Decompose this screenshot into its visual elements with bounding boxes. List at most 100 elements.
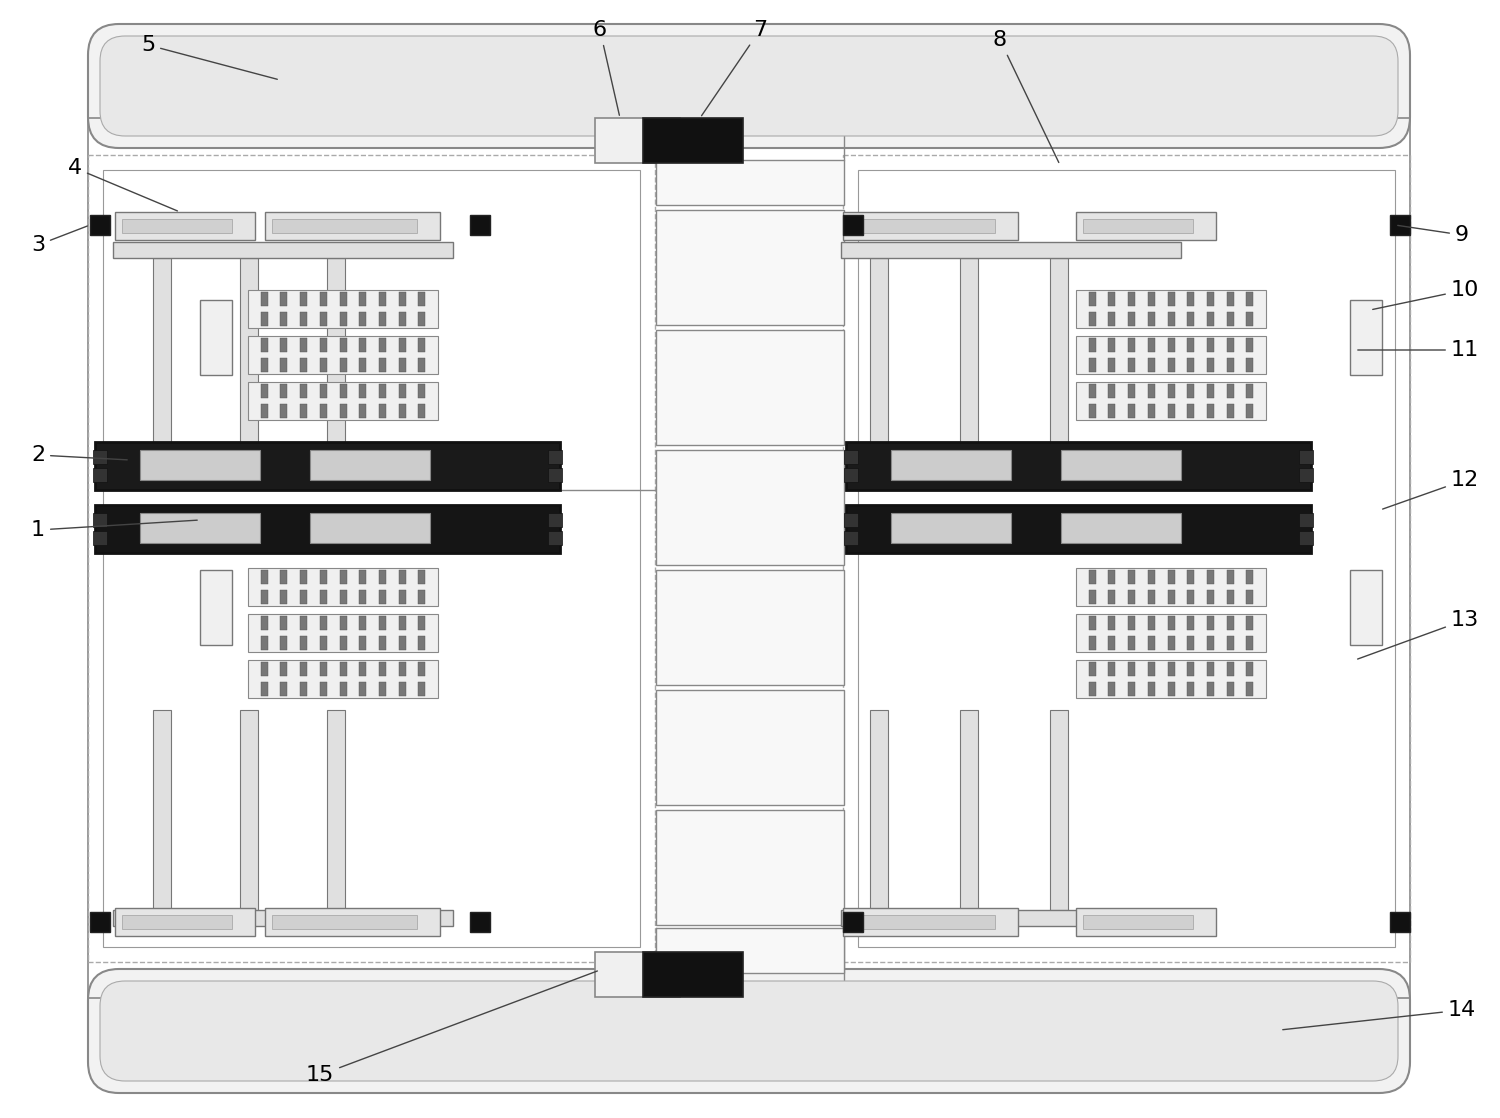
Bar [399, 570, 405, 585]
Bar [358, 338, 366, 352]
Bar [380, 358, 386, 372]
Bar [1148, 383, 1155, 398]
Bar [88, 155, 656, 961]
Bar [266, 212, 440, 240]
Bar [1299, 531, 1312, 544]
Bar [1246, 358, 1254, 372]
Bar [380, 338, 386, 352]
Text: 6: 6 [592, 20, 619, 115]
Text: 5: 5 [141, 35, 278, 79]
Bar [1089, 338, 1095, 352]
Bar [300, 635, 307, 650]
Bar [272, 915, 417, 929]
Bar [960, 258, 978, 451]
Bar [261, 616, 267, 631]
Bar [1208, 404, 1214, 418]
Bar [1227, 616, 1233, 631]
Bar [870, 710, 888, 910]
Bar [1089, 570, 1095, 585]
Bar [300, 682, 307, 697]
Bar [1108, 338, 1116, 352]
Bar [93, 513, 106, 527]
Bar [1148, 358, 1155, 372]
Bar [339, 358, 346, 372]
Bar [1208, 292, 1214, 306]
Bar [656, 690, 844, 805]
Bar [1208, 616, 1214, 631]
Bar [300, 589, 307, 604]
Bar [1227, 682, 1233, 697]
Bar [104, 170, 640, 947]
Bar [891, 451, 1011, 480]
Bar [1128, 383, 1136, 398]
Bar [339, 635, 346, 650]
Bar [1208, 383, 1214, 398]
Bar [1108, 383, 1116, 398]
Bar [280, 312, 288, 326]
Bar [1167, 635, 1174, 650]
Bar [153, 710, 171, 910]
Bar [399, 338, 405, 352]
Bar [1208, 589, 1214, 604]
Bar [380, 292, 386, 306]
Bar [310, 513, 430, 543]
Bar [1186, 292, 1194, 306]
Bar [1128, 635, 1136, 650]
Bar [891, 513, 1011, 543]
Bar [1076, 212, 1216, 240]
Bar [548, 513, 562, 527]
Bar [1208, 662, 1214, 676]
FancyBboxPatch shape [88, 969, 1410, 1093]
Bar [339, 570, 346, 585]
Bar [153, 258, 171, 451]
Bar [280, 682, 288, 697]
Text: 7: 7 [702, 20, 766, 115]
Bar [248, 290, 438, 328]
Bar [1167, 404, 1174, 418]
Bar [116, 908, 255, 936]
Bar [419, 404, 426, 418]
Bar [94, 505, 560, 553]
Bar [1227, 404, 1233, 418]
Bar [1186, 312, 1194, 326]
Bar [380, 682, 386, 697]
Bar [843, 212, 1019, 240]
Bar [419, 589, 426, 604]
Bar [300, 338, 307, 352]
Bar [380, 616, 386, 631]
Bar [596, 119, 680, 163]
Text: 10: 10 [1372, 280, 1479, 310]
Bar [1227, 358, 1233, 372]
Bar [1227, 312, 1233, 326]
Bar [1246, 404, 1254, 418]
Bar [300, 404, 307, 418]
Bar [380, 662, 386, 676]
Bar [1089, 312, 1095, 326]
Bar [1246, 338, 1254, 352]
Bar [843, 155, 1410, 961]
Bar [358, 635, 366, 650]
Bar [419, 292, 426, 306]
Bar [1128, 292, 1136, 306]
Text: 13: 13 [1358, 610, 1479, 659]
Bar [93, 451, 106, 464]
Bar [548, 468, 562, 482]
Bar [1186, 616, 1194, 631]
Text: 11: 11 [1358, 340, 1479, 360]
Bar [1076, 382, 1266, 420]
Bar [320, 292, 327, 306]
Bar [1060, 513, 1180, 543]
Text: 3: 3 [32, 226, 87, 255]
Bar [656, 811, 844, 925]
Bar [1246, 589, 1254, 604]
Bar [358, 312, 366, 326]
Bar [320, 338, 327, 352]
Bar [122, 915, 232, 929]
Bar [1083, 915, 1192, 929]
FancyBboxPatch shape [88, 23, 1410, 148]
Bar [90, 215, 110, 235]
Bar [399, 358, 405, 372]
Bar [1208, 312, 1214, 326]
Bar [320, 570, 327, 585]
Bar [300, 312, 307, 326]
